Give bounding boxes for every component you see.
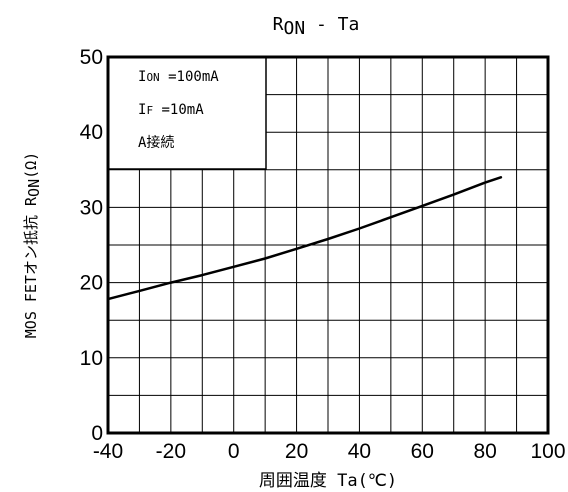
condition-label: ION =100mA bbox=[138, 69, 219, 85]
x-tick-label: 40 bbox=[348, 440, 371, 463]
condition-label: IF =10mA bbox=[138, 102, 204, 118]
tick-labels: -40 -20 0 20 40 60 80 100 0 10 20 30 40 50 bbox=[80, 46, 566, 463]
condition-subscript: ON bbox=[146, 71, 159, 84]
x-tick-label: 60 bbox=[411, 440, 434, 463]
x-tick-label: 0 bbox=[228, 440, 240, 463]
plot-frame bbox=[106, 55, 550, 435]
series bbox=[106, 176, 503, 301]
x-tick-label: 80 bbox=[473, 440, 496, 463]
y-tick-label: 10 bbox=[80, 347, 103, 370]
condition-subscript: F bbox=[146, 104, 153, 117]
x-tick-label: -20 bbox=[156, 440, 186, 463]
conditions-box: ION =100mA IF =10mA A接続 bbox=[107, 56, 267, 170]
series-line bbox=[106, 176, 503, 301]
y-axis-label: MOS FETオン抵抗 RON(Ω) bbox=[22, 152, 43, 338]
x-axis-label: 周囲温度 Ta(℃) bbox=[259, 471, 397, 491]
x-tick-label: -40 bbox=[93, 440, 123, 463]
chart-title-subscript: ON bbox=[283, 18, 305, 39]
y-tick-label: 0 bbox=[91, 422, 103, 445]
x-tick-label: 20 bbox=[285, 440, 308, 463]
chart-title: RON - Ta bbox=[273, 14, 360, 39]
x-tick-label: 100 bbox=[530, 440, 565, 463]
condition-label: A接続 bbox=[138, 134, 174, 151]
y-tick-label: 40 bbox=[80, 121, 103, 144]
grid bbox=[108, 57, 548, 433]
conditions-box-frame bbox=[107, 56, 267, 170]
y-tick-label: 50 bbox=[80, 46, 103, 69]
y-axis-label-subscript: ON bbox=[25, 179, 43, 197]
y-tick-label: 20 bbox=[80, 272, 103, 295]
y-tick-label: 30 bbox=[80, 196, 103, 219]
